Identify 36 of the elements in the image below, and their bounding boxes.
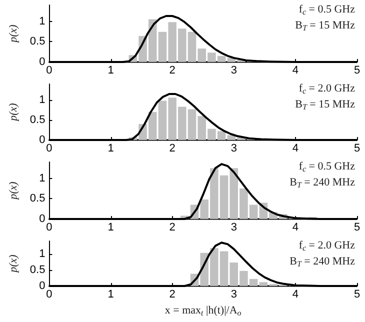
x-tick-label: 3 bbox=[230, 288, 237, 300]
y-axis-title: p(x) bbox=[8, 254, 20, 274]
x-tick-label: 5 bbox=[354, 222, 360, 234]
y-tick-label: 0 bbox=[39, 134, 46, 146]
y-axis-title: p(x) bbox=[8, 24, 20, 44]
x-tick-label: 3 bbox=[230, 64, 237, 76]
y-tick-label: 1 bbox=[39, 248, 46, 260]
y-tick-label: 0 bbox=[39, 213, 46, 225]
y-axis-title: p(x) bbox=[8, 102, 20, 122]
y-tick-label: 0 bbox=[39, 56, 46, 68]
x-tick-label: 1 bbox=[108, 142, 114, 154]
x-tick-label: 2 bbox=[169, 222, 176, 234]
x-tick-label: 4 bbox=[292, 288, 298, 300]
y-tick-label: 0.5 bbox=[30, 264, 46, 276]
x-tick-label: 3 bbox=[230, 222, 237, 234]
x-tick-label: 4 bbox=[292, 222, 298, 234]
x-tick-label: 1 bbox=[108, 222, 114, 234]
x-tick-label: 2 bbox=[169, 288, 176, 300]
y-tick-label: 1 bbox=[39, 172, 46, 184]
x-tick-label: 1 bbox=[108, 288, 114, 300]
y-axis-title: p(x) bbox=[8, 181, 20, 200]
x-tick-label: 2 bbox=[169, 64, 176, 76]
x-tick-label: 1 bbox=[108, 64, 114, 76]
y-tick-label: 0.5 bbox=[30, 192, 46, 205]
x-tick-label: 5 bbox=[354, 288, 360, 300]
y-tick-label: 0 bbox=[39, 280, 46, 292]
x-tick-label: 4 bbox=[292, 142, 298, 154]
x-tick-label: 2 bbox=[169, 142, 176, 154]
y-tick-label: 0.5 bbox=[30, 114, 46, 126]
x-tick-label: 3 bbox=[230, 142, 237, 154]
x-tick-label: 5 bbox=[354, 142, 360, 154]
y-tick-label: 0.5 bbox=[30, 36, 46, 48]
x-tick-label: 5 bbox=[354, 64, 360, 76]
y-tick-label: 1 bbox=[39, 15, 46, 28]
y-tick-label: 1 bbox=[39, 94, 46, 106]
x-tick-label: 4 bbox=[292, 64, 298, 76]
